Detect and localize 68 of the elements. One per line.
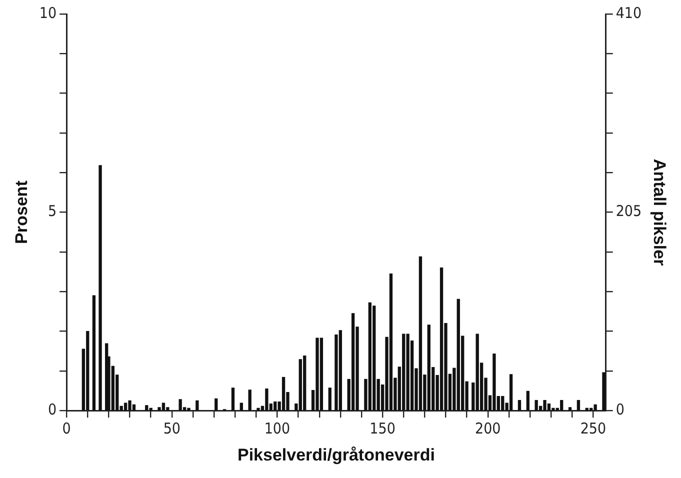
bar [231, 388, 235, 410]
y-tick-label: 0 [48, 400, 57, 418]
bar [418, 256, 422, 410]
bar [124, 402, 128, 410]
bar [372, 306, 376, 410]
bar [406, 334, 410, 410]
bar [501, 396, 504, 410]
bar [427, 324, 430, 410]
y-axis-title: Prosent [12, 180, 31, 244]
bar [178, 399, 182, 410]
bar [594, 404, 597, 410]
bar [560, 400, 564, 410]
bar [298, 359, 302, 410]
bar [402, 334, 406, 410]
x-tick-label: 200 [475, 419, 501, 438]
bar [328, 388, 332, 410]
bar [132, 404, 136, 410]
x-tick-label: 100 [264, 419, 290, 438]
bar [265, 388, 268, 410]
bar [602, 372, 606, 410]
bar [303, 356, 306, 410]
bar [518, 400, 522, 410]
x-axis-title: Pikselverdi/gråtoneverdi [237, 445, 435, 464]
x-tick-label: 50 [163, 419, 180, 438]
bar [214, 398, 218, 410]
bar [368, 302, 372, 410]
bar [162, 402, 166, 410]
bar [351, 313, 355, 410]
bar [86, 330, 90, 410]
bar [274, 402, 277, 410]
x-tick-label: 150 [370, 419, 396, 438]
bar [282, 376, 286, 410]
bar [196, 400, 199, 410]
bar [187, 408, 190, 410]
bar [240, 402, 243, 410]
x-tick-label: 250 [580, 419, 606, 438]
bar [568, 407, 572, 410]
bar [389, 273, 393, 410]
bar [128, 400, 132, 410]
bar [534, 400, 538, 410]
bar [92, 295, 96, 410]
y2-axis-title: Antall piksler [650, 158, 670, 266]
bar [476, 334, 479, 410]
bar [456, 298, 460, 410]
bar [149, 408, 152, 410]
bar [248, 390, 252, 410]
bar [585, 408, 588, 410]
bar [590, 408, 593, 410]
bar [576, 400, 580, 410]
y2-tick-label: 205 [616, 202, 642, 220]
bar [338, 330, 342, 410]
bar [440, 267, 444, 410]
bar [256, 408, 260, 410]
bar [98, 165, 102, 410]
bar [547, 404, 551, 410]
y-tick-label: 10 [39, 4, 57, 22]
y2-tick-label: 410 [616, 4, 642, 22]
bar [543, 400, 546, 410]
bar [509, 374, 513, 410]
bar [320, 338, 324, 410]
bar [492, 354, 496, 410]
bar [526, 390, 530, 410]
bar [145, 405, 148, 410]
bar [316, 338, 319, 410]
x-tick-label: 0 [62, 419, 71, 438]
y2-tick-label: 0 [616, 400, 624, 418]
bar [552, 408, 555, 410]
y-tick-label: 5 [48, 202, 57, 220]
